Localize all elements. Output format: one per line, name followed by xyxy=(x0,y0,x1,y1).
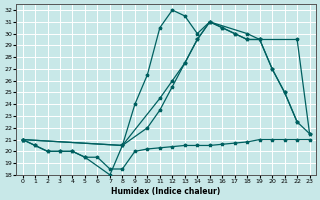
X-axis label: Humidex (Indice chaleur): Humidex (Indice chaleur) xyxy=(111,187,221,196)
